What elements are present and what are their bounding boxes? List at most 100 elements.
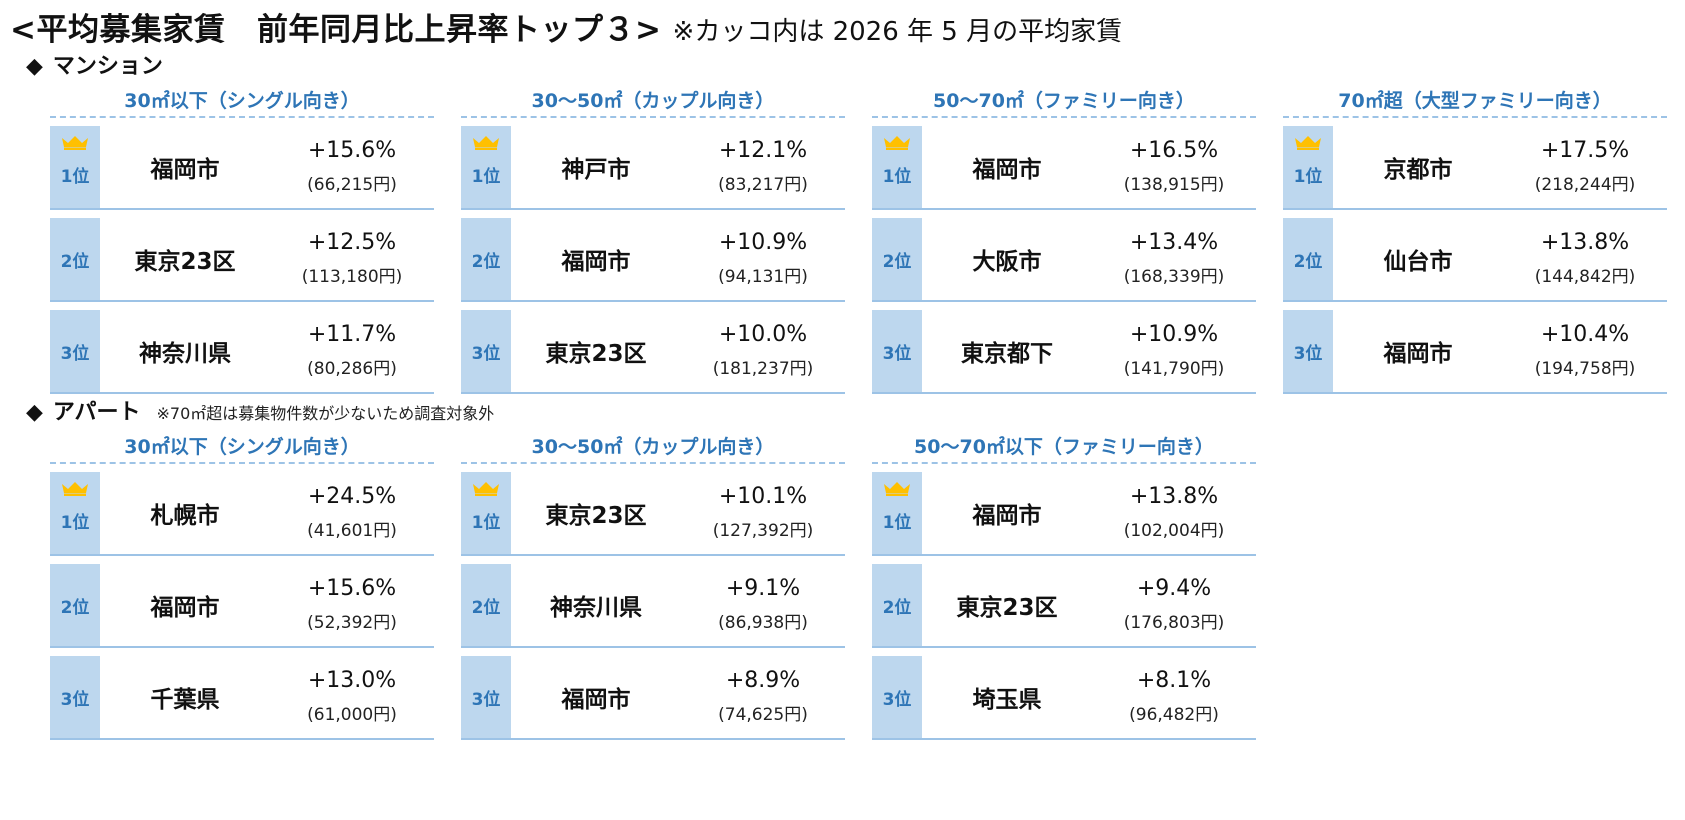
city-name: 福岡市 [972,157,1042,183]
ranking-rows: 1位 福岡市 +16.5% (138,915円) 2位 大阪市 +13.4% (168,339… [872,126,1256,394]
diamond-icon: ◆ [26,400,43,425]
table-row: 1位 東京23区 +10.1% (127,392円) [461,472,845,556]
rank-label: 2位 [882,597,912,618]
increase-rate: +16.5% [1129,138,1219,163]
crown-icon [62,136,88,150]
figures: +13.8% (102,004円) [1092,472,1256,554]
city-name: 福岡市 [561,249,631,275]
table-row: 3位 福岡市 +10.4% (194,758円) [1283,310,1667,394]
city-name: 福岡市 [150,595,220,621]
rank-cell: 2位 [872,564,922,646]
table-row: 3位 東京都下 +10.9% (141,790円) [872,310,1256,394]
increase-rate: +13.8% [1129,484,1219,509]
city-name: 神奈川県 [550,595,642,621]
increase-rate: +8.1% [1136,668,1212,693]
city-name: 札幌市 [150,503,220,529]
ranking-group: 30〜50㎡（カップル向き） 1位 神戸市 +12.1% (83,217円) 2位 福岡市 +… [461,86,845,402]
diamond-icon: ◆ [26,54,43,79]
rank-cell: 2位 [50,218,100,300]
increase-rate: +24.5% [307,484,397,509]
city-name: 京都市 [1383,157,1453,183]
city-name: 福岡市 [972,503,1042,529]
rank-label: 3位 [471,343,501,364]
group-title: 50〜70㎡以下（ファミリー向き） [872,432,1256,464]
increase-rate: +8.9% [725,668,801,693]
table-row: 3位 千葉県 +13.0% (61,000円) [50,656,434,740]
rank-label: 2位 [471,597,501,618]
rank-cell: 1位 [50,126,100,208]
group-title: 30㎡以下（シングル向き） [50,86,434,118]
rank-label: 2位 [882,251,912,272]
city-name: 福岡市 [150,157,220,183]
rank-label: 3位 [471,689,501,710]
city-name: 東京都下 [961,341,1053,367]
average-rent: (218,244円) [1534,175,1636,195]
crown-icon [473,136,499,150]
average-rent: (194,758円) [1534,359,1636,379]
figures: +8.1% (96,482円) [1092,656,1256,738]
table-row: 2位 福岡市 +10.9% (94,131円) [461,218,845,302]
city-name: 東京23区 [545,341,647,367]
figures: +11.7% (80,286円) [270,310,434,392]
rank-label: 1位 [1293,166,1323,187]
table-row: 1位 福岡市 +16.5% (138,915円) [872,126,1256,210]
city-name: 東京23区 [134,249,236,275]
section-note: ※70㎡超は募集物件数が少ないため調査対象外 [156,404,495,423]
section-heading-mansion: ◆ マンション [26,48,163,80]
rank-label: 1位 [471,166,501,187]
figures: +17.5% (218,244円) [1503,126,1667,208]
average-rent: (74,625円) [718,705,808,725]
table-row: 2位 福岡市 +15.6% (52,392円) [50,564,434,648]
increase-rate: +13.4% [1129,230,1219,255]
ranking-rows: 1位 福岡市 +15.6% (66,215円) 2位 東京23区 +12.5% (113,18… [50,126,434,394]
rank-cell: 2位 [872,218,922,300]
ranking-rows: 1位 東京23区 +10.1% (127,392円) 2位 神奈川県 +9.1% (86,93… [461,472,845,740]
crown-icon [473,482,499,496]
group-title: 30㎡以下（シングル向き） [50,432,434,464]
rank-cell: 3位 [872,656,922,738]
rank-label: 1位 [60,166,90,187]
city-name: 仙台市 [1383,249,1453,275]
rank-label: 2位 [1293,251,1323,272]
average-rent: (141,790円) [1123,359,1225,379]
average-rent: (52,392円) [307,613,397,633]
rank-cell: 3位 [1283,310,1333,392]
average-rent: (94,131円) [718,267,808,287]
rank-cell: 1位 [461,126,511,208]
table-row: 3位 東京23区 +10.0% (181,237円) [461,310,845,394]
group-title: 70㎡超（大型ファミリー向き） [1283,86,1667,118]
ranking-group: 70㎡超（大型ファミリー向き） 1位 京都市 +17.5% (218,244円) 2位 仙台… [1283,86,1667,402]
figures: +16.5% (138,915円) [1092,126,1256,208]
rank-label: 3位 [882,689,912,710]
increase-rate: +11.7% [307,322,397,347]
ranking-rows: 1位 神戸市 +12.1% (83,217円) 2位 福岡市 +10.9% (94,131円)… [461,126,845,394]
table-row: 2位 神奈川県 +9.1% (86,938円) [461,564,845,648]
figures: +10.1% (127,392円) [681,472,845,554]
rank-cell: 1位 [461,472,511,554]
city-name: 大阪市 [972,249,1042,275]
figures: +10.0% (181,237円) [681,310,845,392]
rank-cell: 2位 [1283,218,1333,300]
ranking-rows: 1位 京都市 +17.5% (218,244円) 2位 仙台市 +13.8% (144,842… [1283,126,1667,394]
increase-rate: +9.1% [725,576,801,601]
figures: +15.6% (66,215円) [270,126,434,208]
city-name: 福岡市 [1383,341,1453,367]
rank-label: 3位 [1293,343,1323,364]
table-row: 2位 大阪市 +13.4% (168,339円) [872,218,1256,302]
ranking-group: 50〜70㎡（ファミリー向き） 1位 福岡市 +16.5% (138,915円) 2位 大阪… [872,86,1256,402]
city-name: 神戸市 [561,157,631,183]
average-rent: (61,000円) [307,705,397,725]
increase-rate: +12.5% [307,230,397,255]
rank-cell: 3位 [50,310,100,392]
figures: +10.9% (94,131円) [681,218,845,300]
table-row: 2位 東京23区 +12.5% (113,180円) [50,218,434,302]
figures: +12.1% (83,217円) [681,126,845,208]
city-name: 埼玉県 [972,687,1042,713]
average-rent: (138,915円) [1123,175,1225,195]
figures: +24.5% (41,601円) [270,472,434,554]
rank-cell: 1位 [872,472,922,554]
apart-section: 30㎡以下（シングル向き） 1位 札幌市 +24.5% (41,601円) 2位 福岡市 +1… [50,432,1670,748]
figures: +10.4% (194,758円) [1503,310,1667,392]
ranking-group: 50〜70㎡以下（ファミリー向き） 1位 福岡市 +13.8% (102,004円) 2位… [872,432,1256,748]
figures: +13.4% (168,339円) [1092,218,1256,300]
